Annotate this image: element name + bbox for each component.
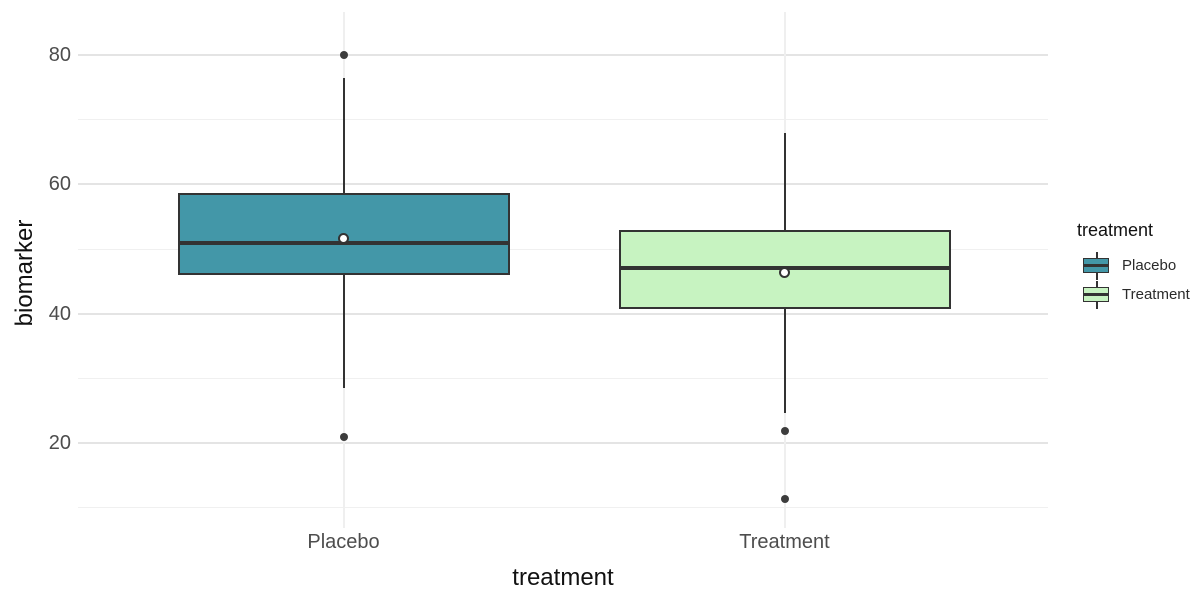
boxplot-key-icon: [1080, 251, 1113, 280]
upper-whisker-placebo: [342, 77, 345, 194]
legend: treatment Placebo Treatment: [1064, 220, 1200, 309]
mean-point-treatment: [779, 267, 790, 279]
major-gridline: [78, 442, 1048, 444]
y-tick-label: 40: [48, 302, 71, 325]
minor-gridline: [78, 377, 1048, 379]
outlier-point: [780, 427, 789, 436]
y-tick-label: 80: [48, 44, 71, 66]
legend-title: treatment: [1077, 220, 1154, 240]
boxplot-key-icon: [1080, 280, 1113, 309]
key-median-line: [1083, 293, 1109, 296]
x-tick-label: Treatment: [739, 531, 830, 553]
major-gridline: [78, 312, 1048, 315]
x-axis-title: treatment: [512, 564, 614, 591]
mean-point-placebo: [338, 233, 349, 245]
y-tick-label: 60: [48, 173, 71, 196]
outlier-point: [780, 495, 789, 504]
outlier-point: [339, 51, 348, 59]
legend-entries: Placebo Treatment: [1064, 251, 1200, 309]
outlier-point: [339, 432, 348, 441]
plot-panel: [78, 12, 1048, 528]
minor-gridline: [78, 248, 1048, 250]
y-tick-label: 20: [48, 432, 71, 454]
major-gridline: [78, 183, 1048, 186]
legend-label: Placebo: [1122, 257, 1177, 274]
minor-gridline: [78, 119, 1048, 121]
lower-whisker-treatment: [783, 309, 786, 414]
upper-whisker-treatment: [783, 132, 786, 231]
major-gridline: [78, 54, 1048, 56]
lower-whisker-placebo: [342, 274, 345, 389]
key-median-line: [1083, 264, 1109, 267]
minor-gridline: [78, 507, 1048, 509]
legend-label: Treatment: [1122, 286, 1190, 303]
legend-entry-placebo: Placebo: [1064, 251, 1200, 280]
x-tick-label: Placebo: [307, 531, 380, 553]
legend-entry-treatment: Treatment: [1064, 280, 1200, 309]
